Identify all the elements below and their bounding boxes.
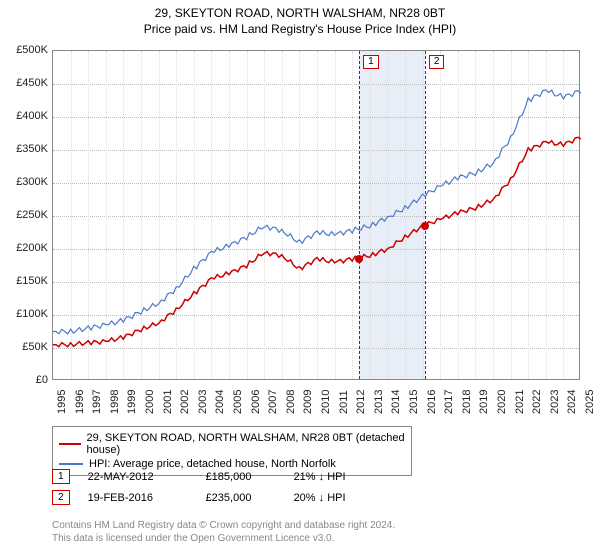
- x-tick-label: 2011: [338, 390, 350, 414]
- event-date: 19-FEB-2016: [88, 492, 188, 504]
- line-series-svg: [53, 51, 581, 381]
- y-tick-label: £500K: [0, 44, 48, 56]
- y-tick-label: £250K: [0, 209, 48, 221]
- y-tick-label: £0: [0, 374, 48, 386]
- x-tick-label: 2015: [408, 390, 420, 414]
- x-tick-label: 2002: [179, 390, 191, 414]
- legend-label: 29, SKEYTON ROAD, NORTH WALSHAM, NR28 0B…: [87, 432, 405, 456]
- y-tick-label: £100K: [0, 308, 48, 320]
- legend-swatch: [59, 463, 83, 465]
- x-tick-label: 1997: [91, 390, 103, 414]
- event-date: 22-MAY-2012: [88, 471, 188, 483]
- x-tick-label: 2017: [443, 390, 455, 414]
- x-tick-label: 2009: [302, 390, 314, 414]
- x-tick-label: 2018: [461, 390, 473, 414]
- x-tick-label: 2007: [267, 390, 279, 414]
- chart-container: 29, SKEYTON ROAD, NORTH WALSHAM, NR28 0B…: [0, 0, 600, 560]
- x-tick-label: 2000: [144, 390, 156, 414]
- chart-title: 29, SKEYTON ROAD, NORTH WALSHAM, NR28 0B…: [0, 0, 600, 20]
- event-row: 1 22-MAY-2012 £185,000 21% ↓ HPI: [52, 466, 580, 487]
- x-tick-label: 2001: [162, 390, 174, 414]
- x-tick-label: 2020: [496, 390, 508, 414]
- legend-item: 29, SKEYTON ROAD, NORTH WALSHAM, NR28 0B…: [59, 431, 405, 457]
- x-tick-label: 2024: [566, 390, 578, 414]
- y-tick-label: £350K: [0, 143, 48, 155]
- x-tick-label: 2003: [197, 390, 209, 414]
- x-tick-label: 2014: [390, 390, 402, 414]
- footer-line-2: This data is licensed under the Open Gov…: [52, 533, 572, 546]
- y-tick-label: £400K: [0, 110, 48, 122]
- x-tick-label: 2016: [426, 390, 438, 414]
- x-tick-label: 2006: [250, 390, 262, 414]
- footer-line-1: Contains HM Land Registry data © Crown c…: [52, 520, 572, 533]
- legend-swatch: [59, 443, 81, 445]
- price-point-marker: [355, 255, 363, 263]
- x-tick-label: 1996: [74, 390, 86, 414]
- event-price: £235,000: [206, 492, 276, 504]
- x-tick-label: 1999: [126, 390, 138, 414]
- x-tick-label: 2019: [478, 390, 490, 414]
- x-tick-label: 2025: [584, 390, 596, 414]
- x-tick-label: 2023: [549, 390, 561, 414]
- series-line: [53, 90, 581, 334]
- plot-area: 12: [52, 50, 580, 380]
- x-tick-label: 2021: [514, 390, 526, 414]
- x-tick-label: 2010: [320, 390, 332, 414]
- event-delta: 20% ↓ HPI: [294, 492, 394, 504]
- x-tick-label: 2004: [214, 390, 226, 414]
- series-line: [53, 137, 581, 346]
- event-badge: 1: [52, 469, 70, 484]
- x-tick-label: 2022: [531, 390, 543, 414]
- attribution-footer: Contains HM Land Registry data © Crown c…: [52, 520, 572, 545]
- event-table: 1 22-MAY-2012 £185,000 21% ↓ HPI 2 19-FEB-201…: [52, 466, 580, 508]
- price-point-marker: [421, 222, 429, 230]
- y-tick-label: £50K: [0, 341, 48, 353]
- event-row: 2 19-FEB-2016 £235,000 20% ↓ HPI: [52, 487, 580, 508]
- y-tick-label: £150K: [0, 275, 48, 287]
- event-delta: 21% ↓ HPI: [294, 471, 394, 483]
- chart-subtitle: Price paid vs. HM Land Registry's House …: [0, 20, 600, 40]
- y-tick-label: £200K: [0, 242, 48, 254]
- y-tick-label: £300K: [0, 176, 48, 188]
- event-badge: 2: [52, 490, 70, 505]
- event-price: £185,000: [206, 471, 276, 483]
- x-tick-label: 1995: [56, 390, 68, 414]
- x-tick-label: 1998: [109, 390, 121, 414]
- x-tick-label: 2012: [355, 390, 367, 414]
- x-tick-label: 2013: [373, 390, 385, 414]
- x-tick-label: 2005: [232, 390, 244, 414]
- x-tick-label: 2008: [285, 390, 297, 414]
- y-tick-label: £450K: [0, 77, 48, 89]
